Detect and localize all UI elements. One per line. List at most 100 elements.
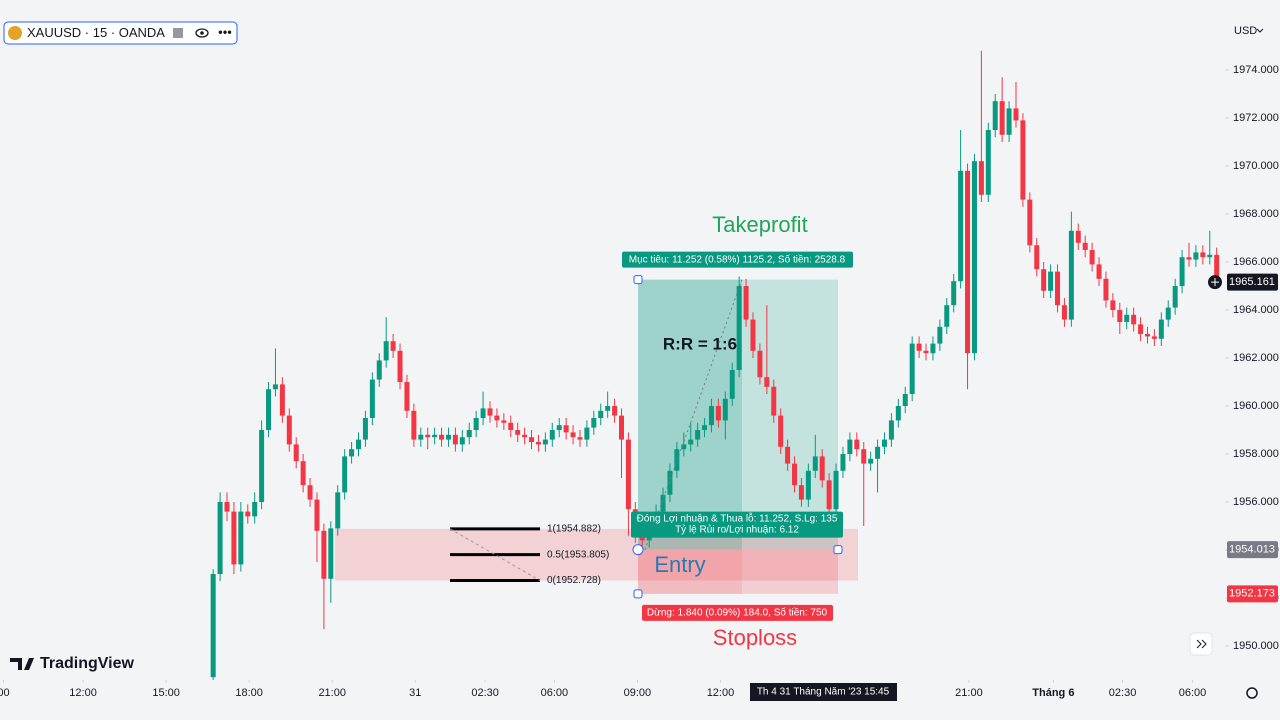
candle-body <box>833 470 839 510</box>
candle-body <box>549 429 555 440</box>
currency[interactable]: USD <box>1234 25 1257 37</box>
entry-price-box <box>1227 541 1278 559</box>
candle-body <box>362 417 368 440</box>
crosshair-time-box <box>750 683 897 701</box>
candle-body <box>1055 271 1061 306</box>
candle-body <box>937 326 943 344</box>
candle-body <box>1207 254 1213 258</box>
pnl-label-box <box>631 511 843 538</box>
symbol[interactable]: XAUUSD · 15 · OANDA <box>27 25 165 40</box>
candle-body <box>466 429 472 438</box>
candle-body <box>854 439 860 450</box>
candle-body <box>930 343 936 354</box>
candle-body <box>376 360 382 380</box>
candle-body <box>1158 319 1164 339</box>
symbol-icon <box>8 26 22 40</box>
handle <box>632 544 644 556</box>
candle-body <box>473 417 479 430</box>
candle-body <box>1034 245 1040 270</box>
candle-body <box>1006 108 1012 135</box>
candle-body <box>293 444 299 462</box>
candle-body <box>591 417 597 428</box>
settings-icon[interactable] <box>1246 687 1258 699</box>
candle-body <box>971 161 977 354</box>
candle-body <box>383 341 389 361</box>
candle-body <box>819 456 825 481</box>
candle-body <box>349 449 355 457</box>
last-price: 1965.161 <box>1229 276 1275 288</box>
candle-body <box>909 343 915 394</box>
candle-body <box>307 485 313 500</box>
stop-price-box <box>1227 585 1278 603</box>
candle-body <box>805 470 811 500</box>
candle-body <box>764 377 770 387</box>
candle-body <box>861 449 867 464</box>
candle-body <box>792 463 798 486</box>
candle-body <box>688 439 694 445</box>
candle-body <box>605 405 611 411</box>
candle-body <box>1144 334 1150 337</box>
fib-label: 0(1952.728) <box>547 575 601 586</box>
candle-body <box>1214 254 1220 282</box>
candle-body <box>875 446 881 459</box>
candle-body <box>965 170 971 354</box>
candle-body <box>397 350 403 382</box>
candle-body <box>542 439 548 445</box>
scroll-icon <box>1196 639 1207 649</box>
candle-body <box>757 350 763 378</box>
y-tick-label: 1966.000 <box>1233 256 1279 268</box>
pnl-label: Đóng Lợi nhuận & Thua lỗ: 11.252, S.Lg: … <box>637 511 838 524</box>
stop-label: Dừng: 1.840 (0.09%) 184.0, Số tiền: 750 <box>647 606 828 618</box>
candle-body <box>529 437 535 442</box>
crosshair-plus-icon <box>1211 278 1219 287</box>
flag-icon[interactable] <box>173 28 183 38</box>
target-label-box <box>622 251 853 268</box>
candle-body <box>272 384 278 390</box>
candle-body <box>1082 242 1088 251</box>
candle-body <box>778 415 784 447</box>
candle-body <box>660 494 666 512</box>
candle-body <box>1103 278 1109 301</box>
last-price-box <box>1227 273 1278 291</box>
candle-body <box>1124 314 1130 323</box>
candle-body <box>598 410 604 418</box>
candle-body <box>515 429 521 435</box>
candle-body <box>570 432 576 438</box>
candle-body <box>736 286 742 370</box>
candle-body <box>743 286 749 320</box>
y-tick-label: 1974.000 <box>1233 64 1279 76</box>
candle-body <box>231 511 237 565</box>
handle <box>633 589 643 599</box>
candle-body <box>729 369 735 399</box>
fib-label: 1(1954.882) <box>547 523 601 534</box>
candle-body <box>985 130 991 195</box>
brand: TradingView <box>40 655 135 672</box>
candle-body <box>342 456 348 493</box>
candle-body <box>1179 257 1185 287</box>
ratio-label: Tỷ lệ Rủi ro/Lợi nhuận: 6.12 <box>675 523 799 535</box>
candle-body <box>286 415 292 445</box>
loss-zone <box>638 549 838 594</box>
x-tick-label: 21:00 <box>318 687 346 699</box>
candle-body <box>944 305 950 327</box>
candle-body <box>681 444 687 450</box>
candle-body <box>826 480 832 510</box>
candle-body <box>328 528 334 579</box>
candle-body <box>432 434 438 438</box>
eye-pupil <box>200 31 204 35</box>
eye-icon[interactable] <box>195 28 209 38</box>
candle-body <box>618 415 624 440</box>
candle-body <box>1172 286 1178 308</box>
candle-body <box>487 408 493 416</box>
candle-body <box>418 434 424 440</box>
candle-body <box>812 456 818 471</box>
symbol-box[interactable] <box>3 21 238 45</box>
candle-body <box>1096 264 1102 279</box>
candle-body <box>335 492 341 529</box>
candle-body <box>992 101 998 131</box>
y-tick-label: 1968.000 <box>1233 208 1279 220</box>
more-icon[interactable]: ••• <box>218 24 232 39</box>
candle-body <box>556 425 562 430</box>
